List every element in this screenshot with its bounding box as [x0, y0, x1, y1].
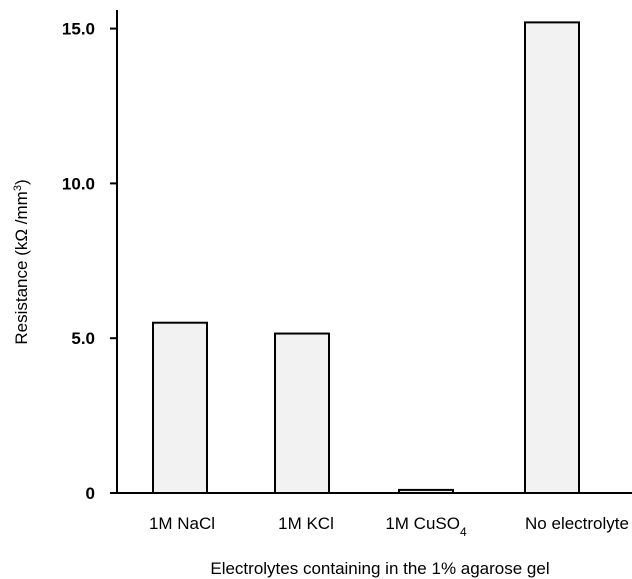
y-tick-label: 0 [86, 484, 95, 503]
x-tick-label: 1M NaCl [149, 514, 215, 533]
x-tick-labels: 1M NaCl 1M KCl 1M CuSO4 No electrolyte [149, 514, 629, 539]
x-tick-label: 1M KCl [278, 514, 334, 533]
y-axis-title-main: Resistance (kΩ /mm [12, 191, 31, 344]
bar [275, 334, 329, 493]
bars [153, 22, 579, 493]
x-axis-title: Electrolytes containing in the 1% agaros… [210, 559, 549, 578]
y-tick-label: 15.0 [62, 20, 95, 39]
bar [525, 22, 579, 493]
y-axis-title-tail: ) [12, 179, 31, 185]
bar [153, 323, 207, 493]
y-tick-label: 5.0 [71, 329, 95, 348]
y-ticks: 0 5.0 10.0 15.0 [62, 20, 117, 503]
y-tick-label: 10.0 [62, 174, 95, 193]
x-tick-label: 1M CuSO4 [385, 514, 467, 539]
x-tick-label: No electrolyte [525, 514, 629, 533]
y-axis-title: Resistance (kΩ /mm3) [12, 179, 31, 344]
